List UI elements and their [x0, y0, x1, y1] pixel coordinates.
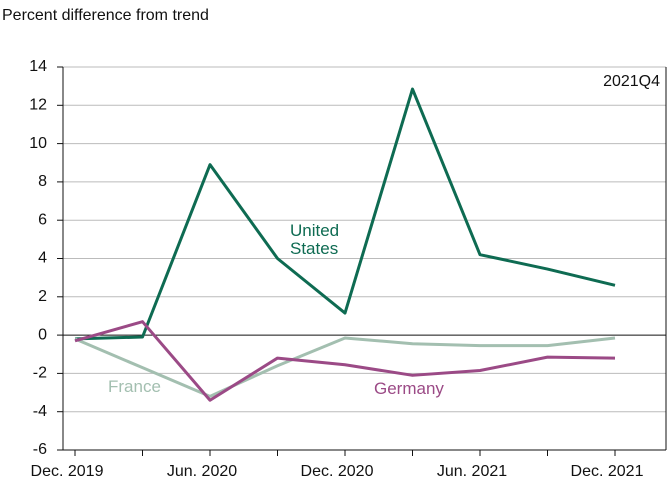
- series-label: Germany: [374, 379, 444, 398]
- series-line: [74, 336, 616, 398]
- x-tick-label: Jun. 2021: [437, 463, 507, 480]
- chart-title: Percent difference from trend: [2, 7, 209, 24]
- series-label: United States: [290, 221, 340, 258]
- y-tick-label: 8: [38, 173, 47, 190]
- x-tick-label: Dec. 2021: [571, 463, 644, 480]
- x-tick-label: Dec. 2020: [301, 463, 374, 480]
- y-tick-label: 4: [38, 250, 47, 267]
- annotation: 2021Q4: [603, 73, 660, 90]
- y-tick-label: 6: [38, 211, 47, 228]
- y-tick-label: 2: [38, 288, 47, 305]
- series-label: France: [108, 377, 161, 396]
- y-tick-label: -6: [33, 441, 47, 458]
- series-line: [74, 320, 616, 402]
- x-tick-label: Dec. 2019: [31, 463, 104, 480]
- y-tick-label: 0: [38, 326, 47, 343]
- y-tick-label: -2: [33, 365, 47, 382]
- y-tick-label: 10: [29, 135, 47, 152]
- y-tick-label: 14: [29, 58, 47, 75]
- series-line: [74, 87, 616, 341]
- y-tick-label: 12: [29, 97, 47, 114]
- y-tick-label: -4: [33, 403, 47, 420]
- x-tick-label: Jun. 2020: [167, 463, 237, 480]
